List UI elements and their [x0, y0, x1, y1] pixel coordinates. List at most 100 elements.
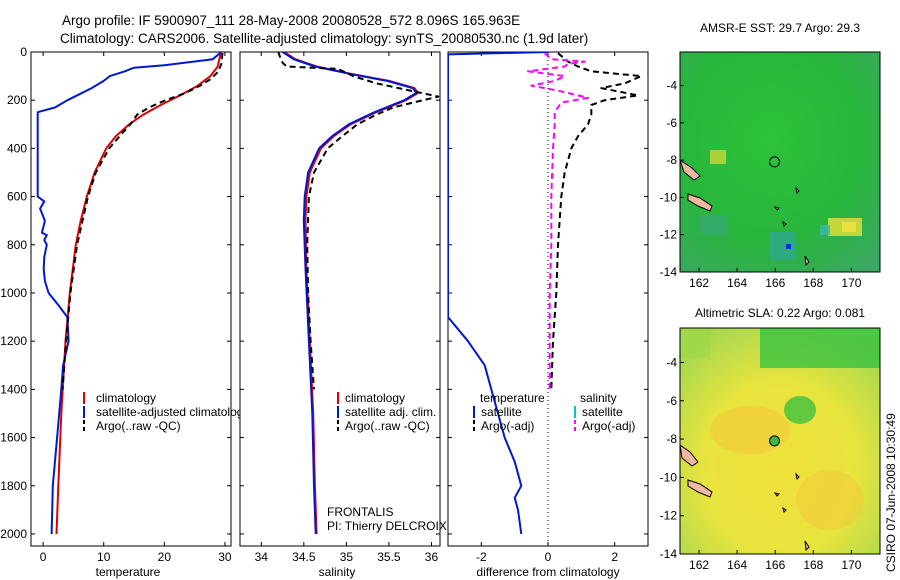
solomon-islands-coastline [680, 444, 699, 467]
series-line-temperature-satellite [448, 52, 549, 535]
map-x-tick-label: 170 [841, 558, 861, 572]
map-y-tick-label: -8 [666, 153, 677, 167]
x-tick-label: 0 [40, 550, 47, 564]
map-y-tick-label: -4 [666, 355, 677, 369]
legend-s-argo-label: Argo(..raw -QC) [345, 419, 430, 433]
sst-warm-patch [710, 150, 726, 164]
temperature-xlabel: temperature [96, 565, 161, 579]
project-name: FRONTALIS [327, 505, 393, 519]
legend-d-t-argo-label: Argo(-adj) [481, 419, 534, 433]
x-tick-label: 34 [255, 550, 269, 564]
map-x-tick-label: 162 [689, 558, 709, 572]
x-tick-label: 36 [425, 550, 439, 564]
legend-d-t-satellite-label: satellite [481, 405, 522, 419]
y-tick-label: 1200 [0, 334, 27, 348]
sst-warm-patch [842, 222, 856, 232]
sst-cool-patch [700, 215, 728, 235]
map-x-tick-label: 166 [765, 276, 785, 290]
y-tick-label: 1000 [0, 286, 27, 300]
legend-s-climatology-label: climatology [345, 391, 405, 405]
sst-map-panel: AMSR-E SST: 29.7 Argo: 29.3 162 164 166 168… [660, 21, 881, 290]
difference-axes-box [447, 51, 649, 547]
y-tick-label: 600 [7, 190, 27, 204]
legend-temperature-header: temperature [480, 391, 545, 405]
x-tick-label: 30 [218, 550, 232, 564]
map-y-tick-label: -8 [666, 432, 677, 446]
credit-timestamp: CSIRO 07-Jun-2008 10:30:49 [884, 413, 898, 572]
sla-low-patch [784, 396, 816, 424]
temperature-ticks: 0 10 20 30 0 200 400 600 800 1000 1200 1400 1600 1800… [0, 45, 232, 564]
y-tick-label: 1400 [0, 382, 27, 396]
salinity-panel: 34 34.5 35 35.5 36 salinity climatology sate… [239, 51, 447, 579]
salinity-legend: climatology satellite adj. clim. Argo(..… [337, 391, 436, 433]
solomon-islands-coastline [687, 193, 713, 212]
x-tick-label: 35 [340, 550, 354, 564]
legend-d-s-argo-label: Argo(-adj) [582, 419, 635, 433]
map-y-tick-label: -10 [660, 470, 678, 484]
difference-lines [448, 52, 643, 535]
y-tick-label: 0 [20, 45, 27, 59]
x-tick-label: 2 [611, 550, 618, 564]
sst-cool-patch [786, 244, 791, 249]
sla-high-patch [796, 470, 864, 530]
y-tick-label: 1800 [0, 479, 27, 493]
argo-float-marker [769, 156, 780, 168]
map-y-tick-label: -6 [666, 116, 677, 130]
temperature-legend: climatology satellite-adjusted climatolo… [83, 391, 249, 433]
difference-xlabel: difference from climatology [476, 565, 619, 579]
map-y-tick-label: -6 [666, 394, 677, 408]
map-y-tick-label: -14 [660, 265, 678, 279]
series-line-satellite-adj-clim [282, 52, 418, 535]
series-line-argo-raw-qc [277, 52, 440, 390]
x-tick-label: -2 [476, 550, 487, 564]
legend-s-satellite-label: satellite adj. clim. [345, 405, 436, 419]
y-tick-label: 1600 [0, 431, 27, 445]
sla-map-frame [679, 327, 881, 555]
map-x-tick-label: 168 [803, 276, 823, 290]
island-coastline [773, 472, 810, 552]
temperature-panel: 0 10 20 30 0 200 400 600 800 1000 1200 1400 1600 1800… [0, 45, 249, 579]
sla-high-patch [710, 406, 790, 454]
sst-map-ticks: 162 164 166 168 170 -4 -6 -8 -10 -12 -14 [660, 79, 862, 290]
series-line-salinity-argo-adj [527, 52, 589, 390]
x-tick-label: 34.5 [292, 550, 316, 564]
sla-map-ticks: 162 164 166 168 170 -4 -6 -8 -10 -12 -14 [660, 355, 862, 572]
x-tick-label: 20 [158, 550, 172, 564]
legend-climatology-label: climatology [96, 391, 156, 405]
legend-d-s-satellite-label: satellite [582, 405, 623, 419]
solomon-islands-coastline [687, 479, 713, 498]
temperature-lines [36, 52, 224, 535]
legend-argo-label: Argo(..raw -QC) [96, 419, 181, 433]
temperature-axes-box [30, 51, 232, 547]
sst-cool-patch [770, 232, 796, 260]
x-tick-label: 10 [97, 550, 111, 564]
difference-ticks: -2 0 2 [448, 51, 648, 564]
salinity-axes-box [239, 51, 441, 547]
difference-panel: -2 0 2 difference from climatology tempera… [447, 51, 649, 579]
map-x-tick-label: 168 [803, 558, 823, 572]
x-tick-label: 0 [545, 550, 552, 564]
y-tick-label: 2000 [0, 527, 27, 541]
sst-map-frame [679, 51, 881, 273]
map-y-tick-label: -10 [660, 190, 678, 204]
salinity-lines [277, 52, 440, 535]
map-x-tick-label: 166 [765, 558, 785, 572]
legend-salinity-header: salinity [580, 391, 617, 405]
map-x-tick-label: 162 [689, 276, 709, 290]
x-tick-label: 35.5 [377, 550, 401, 564]
argo-float-marker [769, 435, 780, 447]
map-y-tick-label: -4 [666, 79, 677, 93]
principal-investigator: PI: Thierry DELCROIX [327, 519, 447, 533]
salinity-xlabel: salinity [319, 565, 356, 579]
sla-map-title: Altimetric SLA: 0.22 Argo: 0.081 [695, 306, 865, 320]
sla-map-panel: Altimetric SLA: 0.22 Argo: 0.081 162 164 1… [660, 306, 881, 572]
header-line-1: Argo profile: IF 5900907_111 28-May-2008… [62, 13, 520, 28]
difference-legend: temperature salinity satellite Argo(-adj… [473, 391, 635, 433]
series-line-argo-raw-qc [61, 53, 224, 390]
salinity-ticks: 34 34.5 35 35.5 36 [240, 51, 440, 564]
island-coastline [773, 186, 810, 267]
series-line-temperature-argo-adj [550, 52, 643, 390]
sst-map-title: AMSR-E SST: 29.7 Argo: 29.3 [700, 21, 860, 35]
sst-cool-patch [820, 225, 830, 235]
sla-low-patch [760, 328, 880, 368]
